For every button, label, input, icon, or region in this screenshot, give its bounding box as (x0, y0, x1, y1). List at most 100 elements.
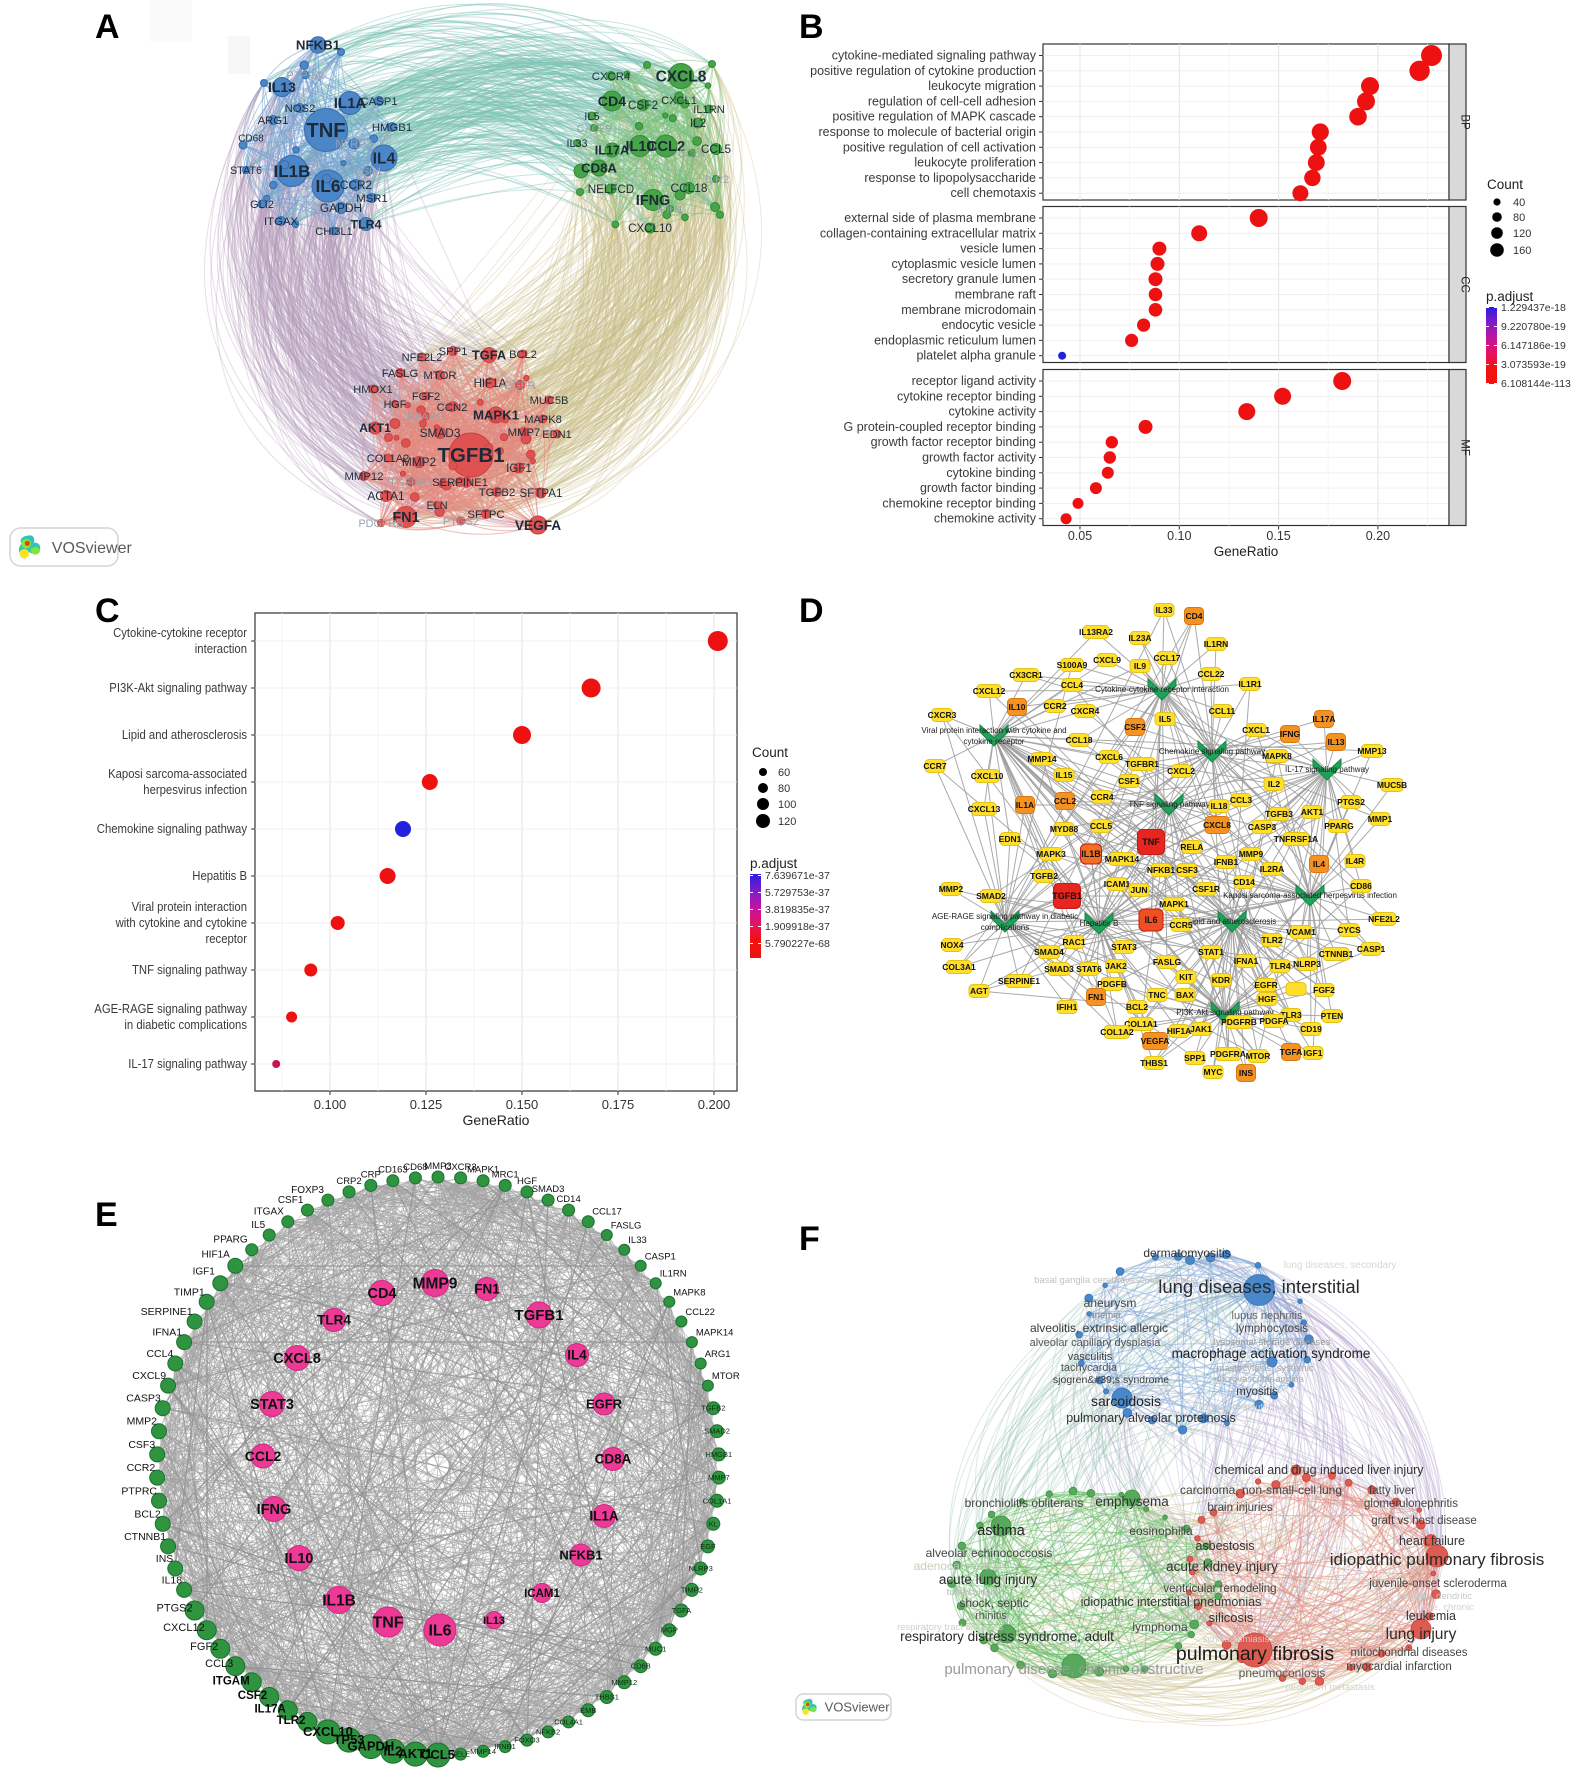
svg-text:SERPINE1: SERPINE1 (998, 976, 1040, 986)
svg-text:3.073593e-19: 3.073593e-19 (1501, 359, 1566, 371)
svg-text:MSR1: MSR1 (356, 193, 387, 205)
svg-text:SMAD4: SMAD4 (1034, 947, 1064, 957)
svg-text:CXCL1: CXCL1 (661, 95, 697, 107)
svg-text:TNC: TNC (1148, 990, 1165, 1000)
svg-text:CSF2: CSF2 (628, 98, 658, 112)
svg-text:myocardial infarction: myocardial infarction (1346, 1661, 1451, 1673)
svg-text:asthma: asthma (977, 1523, 1025, 1539)
svg-text:IFNB1: IFNB1 (495, 1742, 516, 1751)
svg-text:Viral protein interaction: Viral protein interaction (132, 899, 247, 914)
svg-text:Hepatitis B: Hepatitis B (192, 868, 247, 883)
svg-text:SPP1: SPP1 (439, 346, 468, 358)
svg-text:heart failure: heart failure (1399, 1534, 1465, 1548)
svg-text:ITGAX: ITGAX (254, 1207, 284, 1218)
svg-text:NLRP3: NLRP3 (1293, 959, 1321, 969)
svg-text:MMP13: MMP13 (1357, 746, 1387, 756)
svg-text:NFKB1: NFKB1 (559, 1548, 602, 1563)
svg-text:CXCL8: CXCL8 (1203, 820, 1231, 830)
svg-text:IL-17 signaling pathway: IL-17 signaling pathway (1285, 765, 1369, 774)
svg-text:CXCL1: CXCL1 (1242, 725, 1270, 735)
svg-text:PI3K-Akt signaling pathway: PI3K-Akt signaling pathway (1176, 1008, 1273, 1017)
svg-text:IL10: IL10 (626, 139, 655, 155)
svg-text:IGF1: IGF1 (506, 462, 532, 475)
svg-text:acute lung injury: acute lung injury (939, 1572, 1038, 1587)
svg-text:IFNG: IFNG (636, 193, 671, 209)
svg-text:SMAD3: SMAD3 (420, 426, 461, 440)
svg-text:IL13: IL13 (483, 1615, 505, 1627)
svg-text:MRC1: MRC1 (492, 1169, 519, 1180)
svg-text:1.909918e-37: 1.909918e-37 (765, 921, 830, 933)
svg-text:BCL2: BCL2 (134, 1508, 160, 1520)
svg-text:ICAM1: ICAM1 (1104, 879, 1131, 889)
svg-text:PPARG: PPARG (407, 411, 445, 423)
svg-text:IL1RN: IL1RN (693, 104, 724, 116)
svg-text:TNF: TNF (372, 1615, 403, 1632)
svg-text:CASP1: CASP1 (645, 1251, 676, 1262)
svg-text:ITGAM: ITGAM (213, 1675, 250, 1687)
svg-text:CCL22: CCL22 (1198, 669, 1225, 679)
svg-text:SMAD2: SMAD2 (704, 1427, 730, 1436)
svg-text:EDN1: EDN1 (999, 834, 1022, 844)
svg-text:MMP7: MMP7 (508, 427, 541, 439)
svg-text:CSF1: CSF1 (278, 1195, 304, 1206)
svg-text:CC: CC (1459, 276, 1471, 293)
svg-text:CRP2: CRP2 (336, 1176, 361, 1187)
svg-text:CASP1: CASP1 (360, 96, 397, 108)
svg-text:ELN: ELN (426, 500, 447, 512)
svg-text:CXCL9: CXCL9 (132, 1370, 166, 1382)
svg-text:0.15: 0.15 (1266, 529, 1290, 543)
svg-text:regulation of cell-cell adhesi: regulation of cell-cell adhesion (868, 94, 1036, 108)
svg-text:CD8A: CD8A (595, 1452, 632, 1467)
svg-text:lung diseases, interstitial: lung diseases, interstitial (1158, 1276, 1360, 1297)
svg-text:membrane microdomain: membrane microdomain (901, 303, 1036, 317)
svg-text:AGE-RAGE signaling pathway: AGE-RAGE signaling pathway (94, 1001, 247, 1016)
svg-text:TLR4: TLR4 (317, 1313, 351, 1328)
svg-text:HMGB1: HMGB1 (372, 122, 412, 134)
svg-text:MYC: MYC (1204, 1067, 1223, 1077)
svg-text:MMP2: MMP2 (402, 455, 436, 469)
svg-text:THBS1: THBS1 (1140, 1058, 1168, 1068)
svg-text:IL2RA: IL2RA (1260, 864, 1285, 874)
svg-text:FASLG: FASLG (382, 368, 419, 380)
svg-text:CX3CR1: CX3CR1 (1009, 670, 1043, 680)
svg-text:MMP1: MMP1 (1368, 814, 1393, 824)
svg-text:TNF: TNF (306, 120, 345, 142)
svg-text:100: 100 (778, 799, 796, 811)
svg-text:collagen-containing extracellu: collagen-containing extracellular matrix (820, 226, 1037, 240)
svg-text:CXCL10: CXCL10 (971, 771, 1004, 781)
svg-text:MF: MF (1459, 439, 1471, 456)
svg-text:IL10: IL10 (1008, 702, 1025, 712)
svg-text:MAPK14: MAPK14 (696, 1328, 734, 1339)
svg-text:AGE-RAGE signaling pathway in: AGE-RAGE signaling pathway in diabetic (932, 912, 1078, 921)
svg-text:CCL2: CCL2 (1054, 796, 1076, 806)
svg-text:lung injury: lung injury (1386, 1626, 1457, 1643)
svg-text:MMP2: MMP2 (127, 1416, 157, 1428)
svg-text:IL17A: IL17A (595, 143, 629, 157)
svg-text:CXCL9: CXCL9 (1093, 655, 1121, 665)
svg-text:TNF: TNF (1142, 837, 1160, 847)
svg-text:cytoplasmic vesicle lumen: cytoplasmic vesicle lumen (892, 257, 1037, 271)
svg-text:IL2: IL2 (690, 117, 706, 130)
svg-text:IL18: IL18 (162, 1574, 183, 1586)
svg-text:IL1RN: IL1RN (660, 1269, 687, 1280)
svg-text:NOX4: NOX4 (940, 940, 963, 950)
svg-text:IL1B: IL1B (274, 162, 311, 181)
svg-text:JAK1: JAK1 (1190, 1024, 1212, 1034)
svg-text:Count: Count (1487, 177, 1523, 192)
svg-text:FN1: FN1 (392, 510, 419, 526)
svg-text:secretory granule lumen: secretory granule lumen (902, 272, 1036, 286)
svg-text:FASLG: FASLG (1153, 957, 1182, 967)
svg-text:CCL4: CCL4 (678, 148, 706, 160)
svg-text:eosinophilia: eosinophilia (1129, 1524, 1193, 1538)
svg-text:PDGFB: PDGFB (1097, 979, 1127, 989)
svg-text:chemokine receptor binding: chemokine receptor binding (882, 496, 1036, 510)
svg-text:GLI2: GLI2 (250, 199, 274, 211)
svg-text:IL13: IL13 (268, 79, 296, 95)
svg-text:PTGS2: PTGS2 (157, 1603, 193, 1615)
svg-text:IL4R: IL4R (1346, 856, 1364, 866)
svg-text:IL15: IL15 (1055, 770, 1072, 780)
svg-text:membrane raft: membrane raft (955, 288, 1037, 302)
svg-text:MMP9: MMP9 (413, 1275, 458, 1292)
svg-text:CXCR4: CXCR4 (1071, 706, 1100, 716)
svg-text:FOXO3: FOXO3 (514, 1736, 539, 1745)
